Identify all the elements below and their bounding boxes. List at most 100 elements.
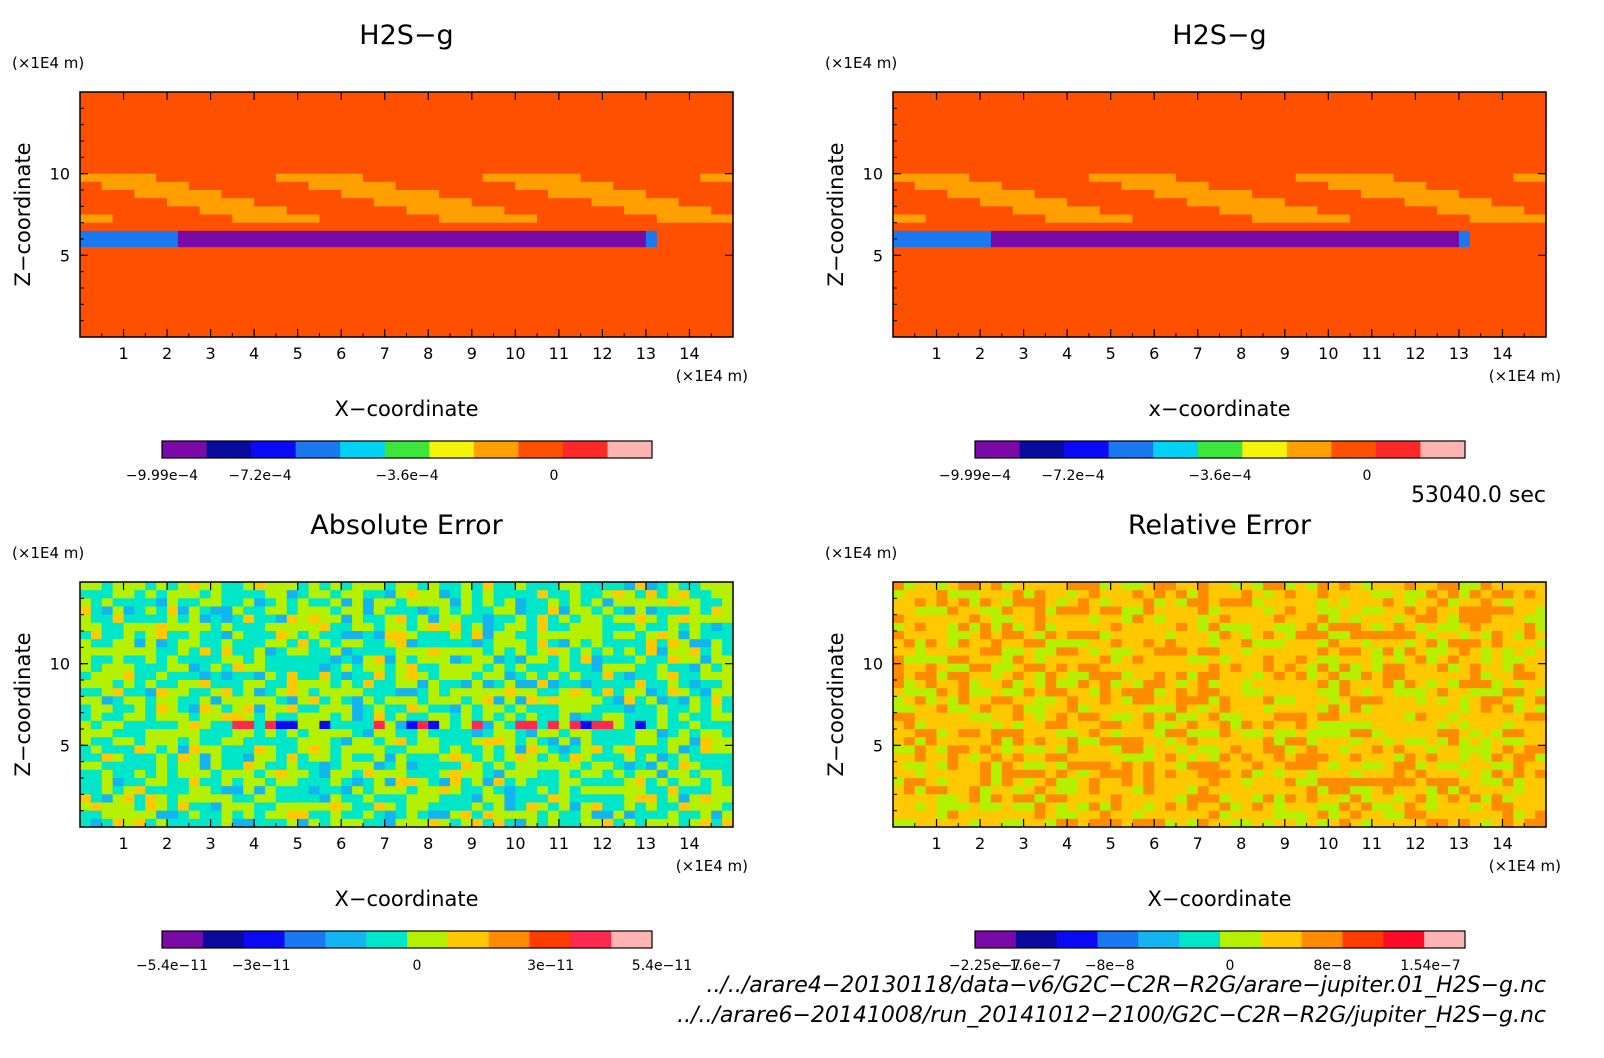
heatmap-cell	[417, 607, 428, 616]
heatmap-cell	[991, 296, 1002, 305]
heatmap-cell	[287, 713, 298, 722]
heatmap-cell	[1328, 141, 1339, 150]
heatmap-cell	[1165, 264, 1176, 273]
heatmap-cell	[937, 198, 948, 207]
heatmap-cell	[319, 672, 330, 681]
heatmap-cell	[893, 304, 904, 313]
heatmap-cell	[570, 288, 581, 297]
heatmap-cell	[689, 149, 700, 158]
heatmap-cell	[211, 117, 222, 126]
heatmap-cell	[254, 786, 265, 795]
heatmap-cell	[537, 223, 548, 232]
heatmap-cell	[1165, 133, 1176, 142]
heatmap-cell	[439, 607, 450, 616]
heatmap-cell	[276, 615, 287, 624]
heatmap-cell	[722, 239, 733, 248]
heatmap-cell	[893, 190, 904, 199]
heatmap-cell	[711, 206, 722, 215]
heatmap-cell	[1492, 304, 1503, 313]
heatmap-cell	[893, 296, 904, 305]
heatmap-cell	[1339, 206, 1350, 215]
heatmap-cell	[602, 198, 613, 207]
heatmap-cell	[363, 786, 374, 795]
heatmap-cell	[700, 157, 711, 166]
heatmap-cell	[1263, 215, 1274, 224]
heatmap-cell	[494, 656, 505, 665]
heatmap-cell	[352, 296, 363, 305]
heatmap-cell	[1459, 255, 1470, 264]
heatmap-cell	[189, 803, 200, 812]
heatmap-cell	[1220, 288, 1231, 297]
heatmap-cell	[722, 280, 733, 289]
heatmap-cell	[265, 223, 276, 232]
heatmap-cell	[1383, 304, 1394, 313]
heatmap-cell	[1252, 100, 1263, 109]
heatmap-cell	[679, 247, 690, 256]
heatmap-cell	[1274, 247, 1285, 256]
heatmap-cell	[396, 680, 407, 689]
heatmap-cell	[200, 304, 211, 313]
heatmap-cell	[1459, 272, 1470, 281]
heatmap-cell	[374, 705, 385, 714]
heatmap-cell	[1339, 296, 1350, 305]
heatmap-cell	[1328, 264, 1339, 273]
heatmap-cell	[298, 313, 309, 322]
heatmap-cell	[298, 721, 309, 730]
heatmap-cell	[287, 762, 298, 771]
heatmap-cell	[200, 296, 211, 305]
heatmap-cell	[1394, 255, 1405, 264]
heatmap-cell	[385, 141, 396, 150]
heatmap-cell	[504, 272, 515, 281]
heatmap-cell	[330, 811, 341, 820]
heatmap-cell	[374, 582, 385, 591]
heatmap-cell	[407, 778, 418, 787]
heatmap-cell	[91, 794, 102, 803]
colorbar-label: −9.99e−4	[126, 468, 198, 484]
heatmap-cell	[80, 133, 91, 142]
colorbar-swatch	[1198, 441, 1243, 458]
heatmap-cell	[156, 647, 167, 656]
heatmap-cell	[200, 198, 211, 207]
heatmap-cell	[80, 182, 91, 191]
heatmap-cell	[243, 786, 254, 795]
heatmap-cell	[428, 223, 439, 232]
heatmap-cell	[189, 239, 200, 248]
heatmap-cell	[428, 206, 439, 215]
heatmap-cell	[330, 745, 341, 754]
heatmap-cell	[417, 133, 428, 142]
heatmap-cell	[947, 117, 958, 126]
heatmap-cell	[1524, 247, 1535, 256]
heatmap-cell	[276, 672, 287, 681]
heatmap-cell	[1274, 304, 1285, 313]
heatmap-cell	[200, 264, 211, 273]
heatmap-cell	[1165, 125, 1176, 134]
heatmap-cell	[124, 280, 135, 289]
heatmap-cell	[1078, 182, 1089, 191]
heatmap-cell	[211, 696, 222, 705]
heatmap-cell	[178, 231, 189, 240]
heatmap-cell	[969, 280, 980, 289]
heatmap-cell	[265, 149, 276, 158]
heatmap-cell	[515, 133, 526, 142]
heatmap-cell	[287, 664, 298, 673]
heatmap-cell	[1448, 198, 1459, 207]
heatmap-cell	[958, 141, 969, 150]
heatmap-cell	[319, 166, 330, 175]
heatmap-cell	[570, 223, 581, 232]
heatmap-cell	[689, 280, 700, 289]
heatmap-cell	[700, 141, 711, 150]
heatmap-cell	[461, 794, 472, 803]
heatmap-cell	[309, 639, 320, 648]
heatmap-cell	[483, 321, 494, 330]
heatmap-cell	[1285, 125, 1296, 134]
heatmap-cell	[243, 688, 254, 697]
heatmap-cell	[602, 149, 613, 158]
heatmap-cell	[722, 174, 733, 183]
heatmap-cell	[124, 190, 135, 199]
heatmap-cell	[1361, 247, 1372, 256]
heatmap-cell	[352, 133, 363, 142]
heatmap-cell	[113, 696, 124, 705]
heatmap-cell	[1426, 92, 1437, 101]
heatmap-cell	[504, 713, 515, 722]
heatmap-cell	[417, 321, 428, 330]
